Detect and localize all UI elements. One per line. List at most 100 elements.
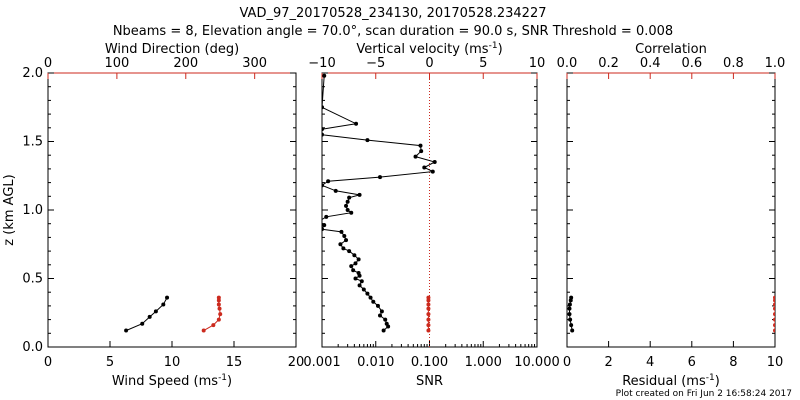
data-point [426,312,431,317]
x-tick-label: 10 [767,355,784,370]
x-axis-label-exponent: -1 [218,373,227,383]
x2-tick-label: 0.4 [640,56,661,71]
x-axis-label-exponent: -1 [706,373,715,383]
data-point [361,287,366,292]
series-group [318,73,437,333]
data-point [773,295,775,300]
x2-tick-label: −10 [308,56,335,71]
x2-axis-label: Wind Direction (deg) [105,42,239,57]
y-tick-label: 0.0 [22,340,43,355]
data-point [773,302,775,307]
data-point [161,302,166,307]
x-tick-label: 0.001 [303,355,340,370]
y-tick-label: 1.5 [22,135,43,150]
series-group [567,295,775,333]
data-point [349,210,354,215]
data-point [365,291,370,296]
x-tick-label: 4 [646,355,654,370]
data-point [567,312,572,317]
data-point [365,138,370,143]
data-point [339,229,344,234]
data-point [426,295,431,300]
data-point [216,295,221,300]
data-point [419,149,424,154]
data-point [773,317,775,322]
x2-tick-label: 0.2 [598,56,619,71]
data-point [357,192,362,197]
data-point [418,143,423,148]
data-point [569,323,574,328]
x2-tick-label: 300 [242,56,267,71]
data-point [773,312,775,317]
plot-frame [47,72,297,348]
x2-tick-label: 0.8 [723,56,744,71]
x2-axis-label-text: Vertical velocity (ms [356,42,488,57]
series-group [124,295,223,333]
x2-tick-label: 5 [479,56,487,71]
x-tick-label: 10 [164,355,181,370]
data-point [318,219,322,223]
series-line [125,297,168,332]
data-point [153,309,158,314]
data-point [773,306,775,311]
data-point [341,246,346,251]
data-point [353,276,358,281]
data-point [432,160,437,165]
data-point [322,227,324,232]
x2-axis-label: Correlation [635,42,707,57]
data-point [322,183,324,188]
x-tick-label: 0.010 [357,355,394,370]
y-axis-label: z (km AGL) [2,174,17,245]
data-point [773,328,775,333]
data-point [357,283,362,288]
x2-tick-label: 1.0 [765,56,786,71]
data-point [567,302,572,307]
data-point [165,295,170,300]
data-point [140,321,145,326]
data-point [569,295,574,300]
data-point [422,165,427,170]
data-point [353,261,358,266]
x-tick-label: 6 [688,355,696,370]
data-point [352,253,357,258]
x-axis-label: Residual (ms-1) [622,373,720,389]
data-point [322,73,327,78]
data-point [322,127,324,132]
data-point [379,309,384,314]
data-point [359,279,364,284]
x2-tick-label: 0.0 [557,56,578,71]
y-tick-label: 1.0 [22,203,43,218]
x-axis-label: SNR [416,374,443,389]
y-tick-label: 0.5 [22,272,43,287]
data-point [426,328,431,333]
x-axis-label-text: SNR [416,374,443,389]
x2-tick-label: 0 [44,56,52,71]
x-tick-label: 2 [604,355,612,370]
x-tick-label: 1.000 [465,355,502,370]
snr-panel: 0.001 0.010 0.100 1.000 10.000 −10 −5 0 5 10 SNR Ve… [303,41,559,389]
x2-tick-label: 100 [104,56,129,71]
data-point [384,321,389,326]
x-axis-label-close: ) [715,374,720,389]
data-point [345,208,350,212]
data-point [773,323,775,328]
x-tick-label: 15 [226,355,243,370]
figure-title: VAD_97_20170528_234130, 20170528.234227 [240,6,547,21]
data-point [322,105,324,110]
data-point [345,199,350,204]
data-point [342,234,347,239]
x2-tick-label: −5 [366,56,385,71]
data-point [322,132,324,137]
plot-frame [566,72,776,348]
x2-axis-label-text: Correlation [635,42,707,57]
x-tick-label: 10.000 [514,355,560,370]
data-point [570,328,575,333]
data-point [356,271,361,276]
data-point [333,188,338,193]
data-point [568,317,573,322]
series-line [322,75,437,331]
x2-tick-label: 200 [173,56,198,71]
data-point [371,299,376,304]
